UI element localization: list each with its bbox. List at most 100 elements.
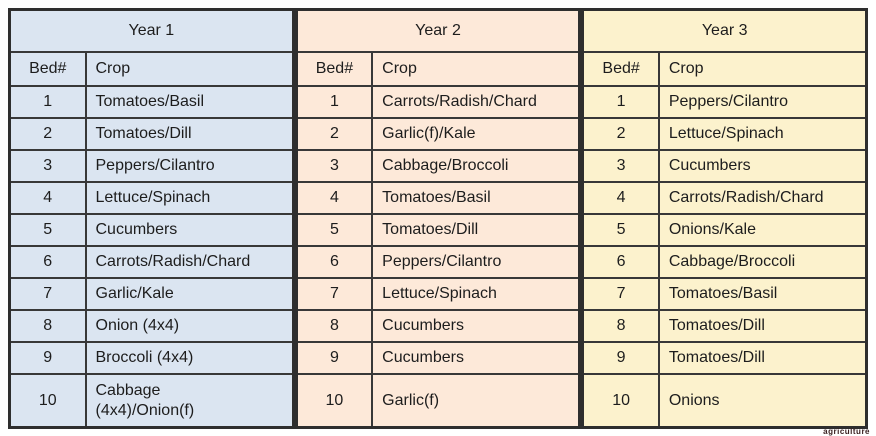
crop-cell: Tomatoes/Dill (657, 309, 868, 343)
crop-cell: Onions (657, 373, 868, 429)
bed-number-cell: 2 (295, 117, 374, 151)
crop-cell: Cucumbers (84, 213, 295, 247)
table-row: 6 Cabbage/Broccoli (581, 245, 868, 279)
crop-cell: Peppers/Cilantro (371, 245, 581, 279)
year-section-3: Year 3 Bed# Crop 1 Peppers/Cilantro 2 Le… (581, 8, 869, 429)
crop-cell: Cabbage/Broccoli (371, 149, 581, 183)
crop-cell: Tomatoes/Basil (657, 277, 868, 311)
table-row: 10 Garlic(f) (295, 373, 581, 429)
table-row: 3 Cucumbers (581, 149, 868, 183)
table-row: 7 Lettuce/Spinach (295, 277, 581, 311)
year-banner-row: Year 2 (295, 8, 581, 53)
crop-cell: Lettuce/Spinach (84, 181, 295, 215)
table-row: 4 Carrots/Radish/Chard (581, 181, 868, 215)
bed-number-cell: 2 (8, 117, 87, 151)
bed-number-header: Bed# (295, 51, 374, 87)
bed-number-cell: 1 (581, 85, 660, 119)
bed-number-cell: 8 (8, 309, 87, 343)
bed-number-cell: 5 (295, 213, 374, 247)
table-row: 6 Peppers/Cilantro (295, 245, 581, 279)
table-row: 2 Tomatoes/Dill (8, 117, 295, 151)
table-row: 9 Cucumbers (295, 341, 581, 375)
table-row: 5 Cucumbers (8, 213, 295, 247)
table-row: 1 Peppers/Cilantro (581, 85, 868, 119)
bed-number-cell: 8 (295, 309, 374, 343)
bed-number-cell: 5 (8, 213, 87, 247)
bed-number-cell: 6 (581, 245, 660, 279)
crop-header: Crop (371, 51, 581, 87)
crop-cell: Cucumbers (371, 341, 581, 375)
crop-cell: Tomatoes/Dill (657, 341, 868, 375)
year-banner-row: Year 3 (581, 8, 868, 53)
year-title: Year 3 (581, 8, 868, 53)
crop-cell: Lettuce/Spinach (371, 277, 581, 311)
bed-number-cell: 4 (581, 181, 660, 215)
table-row: 2 Garlic(f)/Kale (295, 117, 581, 151)
table-row: 4 Tomatoes/Basil (295, 181, 581, 215)
table-row: 8 Tomatoes/Dill (581, 309, 868, 343)
year-banner-row: Year 1 (8, 8, 295, 53)
crop-cell: Cucumbers (657, 149, 868, 183)
table-row: 9 Tomatoes/Dill (581, 341, 868, 375)
bed-number-cell: 5 (581, 213, 660, 247)
crop-cell: Garlic/Kale (84, 277, 295, 311)
year-section-1: Year 1 Bed# Crop 1 Tomatoes/Basil 2 Toma… (8, 8, 295, 429)
crop-cell: Tomatoes/Dill (371, 213, 581, 247)
table-row: 10 Cabbage (4x4)/Onion(f) (8, 373, 295, 429)
crop-header: Crop (84, 51, 295, 87)
table-row: 3 Peppers/Cilantro (8, 149, 295, 183)
crop-cell: Garlic(f)/Kale (371, 117, 581, 151)
bed-number-cell: 6 (8, 245, 87, 279)
table-row: 7 Garlic/Kale (8, 277, 295, 311)
table-row: 8 Cucumbers (295, 309, 581, 343)
crop-header: Crop (657, 51, 868, 87)
table-row: 3 Cabbage/Broccoli (295, 149, 581, 183)
crop-cell: Tomatoes/Basil (371, 181, 581, 215)
crop-cell: Tomatoes/Dill (84, 117, 295, 151)
crop-cell: Broccoli (4x4) (84, 341, 295, 375)
year-title: Year 2 (295, 8, 581, 53)
bed-number-cell: 7 (581, 277, 660, 311)
bed-number-cell: 9 (295, 341, 374, 375)
bed-number-cell: 3 (581, 149, 660, 183)
crop-cell: Peppers/Cilantro (84, 149, 295, 183)
bed-number-cell: 3 (295, 149, 374, 183)
table-row: 1 Carrots/Radish/Chard (295, 85, 581, 119)
bed-number-cell: 10 (581, 373, 660, 429)
crop-cell: Cabbage/Broccoli (657, 245, 868, 279)
bed-number-cell: 2 (581, 117, 660, 151)
year-section-2: Year 2 Bed# Crop 1 Carrots/Radish/Chard … (294, 8, 582, 429)
bed-number-cell: 1 (295, 85, 374, 119)
bed-number-header: Bed# (8, 51, 87, 87)
bed-number-cell: 7 (295, 277, 374, 311)
table-row: 10 Onions (581, 373, 868, 429)
bed-number-cell: 10 (8, 373, 87, 429)
bed-number-cell: 9 (581, 341, 660, 375)
crop-cell: Cucumbers (371, 309, 581, 343)
watermark: agriculture (823, 427, 870, 436)
crop-cell: Cabbage (4x4)/Onion(f) (84, 373, 295, 429)
table-row: 1 Tomatoes/Basil (8, 85, 295, 119)
crop-cell: Carrots/Radish/Chard (657, 181, 868, 215)
table-row: 4 Lettuce/Spinach (8, 181, 295, 215)
bed-number-cell: 10 (295, 373, 374, 429)
table-row: 8 Onion (4x4) (8, 309, 295, 343)
table-row: 7 Tomatoes/Basil (581, 277, 868, 311)
crop-cell: Carrots/Radish/Chard (371, 85, 581, 119)
bed-number-cell: 7 (8, 277, 87, 311)
bed-number-cell: 8 (581, 309, 660, 343)
table-row: 9 Broccoli (4x4) (8, 341, 295, 375)
column-header-row: Bed# Crop (581, 51, 868, 87)
year-title: Year 1 (8, 8, 295, 53)
bed-number-cell: 4 (295, 181, 374, 215)
table-row: 5 Onions/Kale (581, 213, 868, 247)
bed-number-cell: 1 (8, 85, 87, 119)
crop-cell: Onions/Kale (657, 213, 868, 247)
bed-number-cell: 4 (8, 181, 87, 215)
column-header-row: Bed# Crop (295, 51, 581, 87)
table-row: 5 Tomatoes/Dill (295, 213, 581, 247)
column-header-row: Bed# Crop (8, 51, 295, 87)
crop-cell: Lettuce/Spinach (657, 117, 868, 151)
crop-rotation-table: Year 1 Bed# Crop 1 Tomatoes/Basil 2 Toma… (8, 8, 869, 429)
